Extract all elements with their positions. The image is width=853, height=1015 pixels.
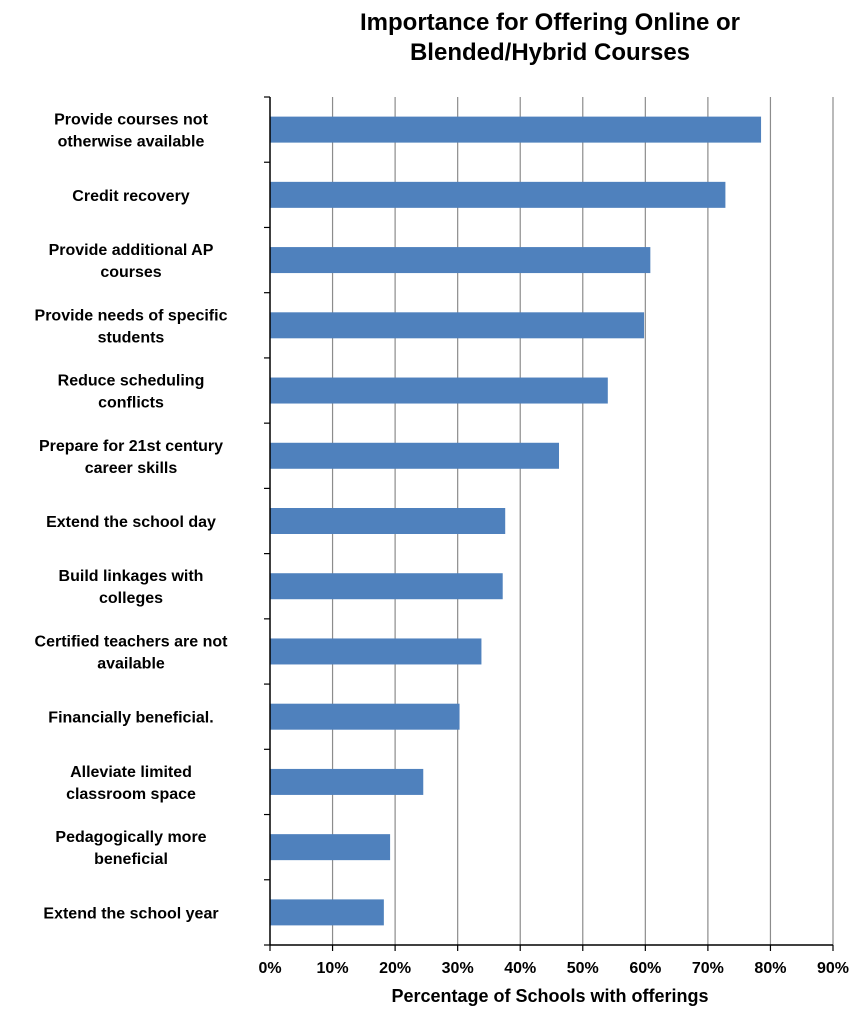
category-label-line: beneficial bbox=[94, 851, 168, 868]
bar bbox=[270, 834, 391, 861]
x-tick-label: 70% bbox=[692, 960, 724, 977]
category-label: Extend the school year bbox=[43, 905, 218, 922]
bar bbox=[270, 573, 503, 600]
category-label-line: Extend the school year bbox=[43, 905, 218, 922]
bar bbox=[270, 312, 645, 339]
category-label: Provide needs of specific students bbox=[35, 307, 228, 346]
bars bbox=[270, 116, 762, 926]
bar bbox=[270, 899, 384, 926]
category-label: Certified teachers are not available bbox=[35, 633, 229, 672]
category-label: Prepare for 21st century career skills bbox=[39, 438, 223, 477]
category-label-line: conflicts bbox=[98, 395, 164, 412]
category-label-line: Provide courses not bbox=[54, 112, 208, 129]
x-tick-label: 30% bbox=[442, 960, 474, 977]
category-label-line: classroom space bbox=[66, 786, 196, 803]
category-label-line: Certified teachers are not bbox=[35, 633, 229, 650]
x-tick-label: 40% bbox=[504, 960, 536, 977]
category-label-line: career skills bbox=[85, 460, 178, 477]
category-label-line: Build linkages with bbox=[59, 568, 204, 585]
bar bbox=[270, 768, 424, 795]
x-tick-label: 60% bbox=[629, 960, 661, 977]
category-label-line: Alleviate limited bbox=[70, 764, 192, 781]
tick-labels: 0% 10% 20% 30% 40% 50% 60% 70% 80% 90% bbox=[258, 960, 849, 977]
x-tick-label: 10% bbox=[317, 960, 349, 977]
category-label-line: Credit recovery bbox=[72, 188, 189, 205]
category-label-line: courses bbox=[100, 264, 161, 281]
bar bbox=[270, 247, 651, 274]
x-tick-label: 0% bbox=[258, 960, 281, 977]
chart-title-line-2: Blended/Hybrid Courses bbox=[409, 39, 691, 66]
x-tick-label: 50% bbox=[567, 960, 599, 977]
x-tick-label: 80% bbox=[754, 960, 786, 977]
category-label-line: Provide needs of specific bbox=[35, 307, 228, 324]
category-label: Alleviate limited classroom space bbox=[66, 764, 196, 803]
category-label-line: otherwise available bbox=[58, 134, 205, 151]
category-label-line: colleges bbox=[99, 590, 163, 607]
axes bbox=[264, 96, 834, 951]
bar bbox=[270, 377, 608, 404]
category-label-line: Extend the school day bbox=[46, 514, 216, 531]
x-axis-title: Percentage of Schools with offerings bbox=[391, 986, 709, 1006]
category-label-line: Prepare for 21st century bbox=[39, 438, 223, 455]
category-label: Credit recovery bbox=[72, 188, 189, 205]
category-label-line: Financially beneficial. bbox=[48, 710, 213, 727]
bar bbox=[270, 116, 762, 143]
category-label: Reduce scheduling conflicts bbox=[58, 373, 205, 412]
bar bbox=[270, 508, 506, 534]
category-label-line: students bbox=[98, 329, 165, 346]
category-labels: Provide courses not otherwise available Cr… bbox=[35, 112, 229, 923]
category-label: Extend the school day bbox=[46, 514, 216, 531]
category-label-line: Pedagogically more bbox=[55, 829, 206, 846]
bar bbox=[270, 442, 560, 469]
chart-title: Importance for Offering Online or Blende… bbox=[270, 8, 830, 68]
category-label: Build linkages with colleges bbox=[59, 568, 204, 607]
bar bbox=[270, 181, 726, 208]
category-label: Financially beneficial. bbox=[48, 710, 213, 727]
x-tick-label: 90% bbox=[817, 960, 849, 977]
bar bbox=[270, 638, 482, 665]
category-label-line: Provide additional AP bbox=[49, 242, 214, 259]
category-label: Pedagogically more beneficial bbox=[55, 829, 206, 868]
bar bbox=[270, 703, 460, 730]
category-label-line: Reduce scheduling bbox=[58, 373, 205, 390]
category-label-line: available bbox=[97, 655, 165, 672]
category-label: Provide additional AP courses bbox=[49, 242, 214, 281]
chart-title-line-1: Importance for Offering Online or bbox=[359, 9, 741, 36]
x-tick-label: 20% bbox=[379, 960, 411, 977]
category-label: Provide courses not otherwise available bbox=[54, 112, 208, 151]
